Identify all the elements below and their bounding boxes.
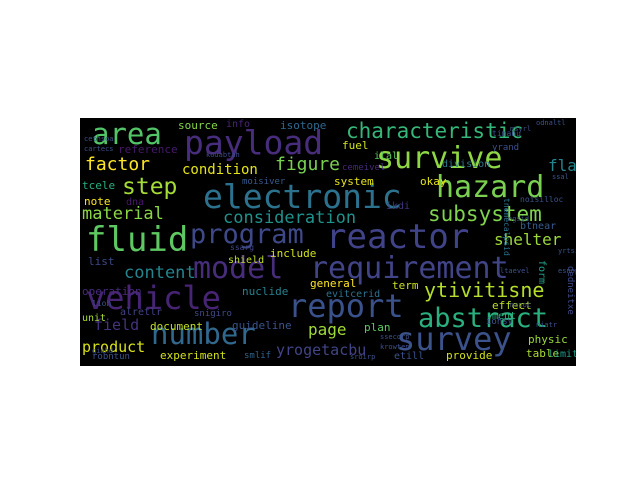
word: sroirp [350,353,376,361]
word: vehicle [86,279,221,317]
word: ngsid [508,215,530,223]
word: ssarg [230,243,255,252]
word: ment [492,311,517,322]
word: document [150,320,203,333]
word: lioh [92,299,112,308]
word: number [151,317,256,351]
word: kodabtah [206,151,240,159]
word: abstract [418,303,549,334]
word: limit [548,349,576,360]
word: model [193,251,284,286]
word: evitcerid [326,289,381,300]
word: page [308,320,347,339]
word: dna [126,197,145,208]
word: ssal [552,173,569,181]
word: physic [528,333,568,346]
word: fluid [86,220,189,260]
word: content [124,263,196,283]
word: hazard [436,170,545,205]
word: esnop [558,267,576,275]
word: moisiver [242,177,286,187]
word: tnemecalpsid [502,198,511,256]
word: factor [85,154,151,175]
word: giahd [92,347,114,355]
word: general [310,277,357,290]
word: program [190,219,304,250]
word: area [92,118,162,151]
word: shelter [494,230,562,249]
word: etill [394,351,425,362]
word: yrtsi [558,247,576,255]
word: info [226,119,251,130]
word: characteristic [346,119,524,143]
word: ssecorp [380,333,410,341]
word: timanu [492,129,521,138]
word: alretlr [120,307,163,318]
word: division [442,159,491,170]
word: payload [184,123,324,162]
word: fuel [342,139,369,152]
word: experiment [160,349,227,362]
word: ytivitisne [424,278,545,302]
word: cethsoa [84,135,114,143]
word-cloud: vehicle survey fluid model requirement e… [80,118,576,366]
word: ikdi [386,201,411,212]
word: operation [82,285,142,298]
word: smlif [244,351,272,361]
word: product [82,338,146,356]
word: okay [420,175,447,188]
word: isotope [280,119,327,132]
word: survive [376,141,503,176]
word: reference [118,143,178,156]
word: consideration [223,208,357,228]
word: ltaevel [500,267,530,275]
word: subsystem [428,202,542,226]
word: unit [82,313,107,324]
word: reactor [326,217,470,257]
word: source [178,119,218,132]
word: list [88,255,115,268]
word: msyrl [510,125,532,133]
word: yrogetacbu [276,341,367,359]
word: shield [228,255,265,266]
word: btnear [520,221,557,232]
word: guideline [232,319,292,332]
word: snigiro [194,309,232,319]
word: provide [446,349,493,362]
word: term [392,279,419,292]
word: table [526,347,560,360]
word: cemeivel [342,163,386,173]
word: effect [492,299,532,312]
word: iohsv [486,317,514,327]
word: condition [182,162,258,178]
word: note [84,195,111,208]
word: nuclide [242,285,289,298]
word: material [82,204,164,224]
word: report [288,287,404,325]
word: survey [396,320,512,358]
word: cartecs [84,145,114,153]
word: field [94,316,140,334]
word: krowten [380,343,410,351]
word: flare [548,156,576,175]
word: system [334,175,374,188]
word: requirement [310,251,509,286]
word: form [536,260,547,285]
word: ilal [374,151,399,162]
word: yrand [492,143,520,153]
word: noisilloc [520,195,564,204]
word: odnaltl [536,119,566,127]
word: include [270,247,317,260]
word: figure [275,154,341,175]
word: plan [364,321,391,334]
word: niatr [536,321,558,329]
word: electronic [203,177,402,216]
word: tcele [82,179,116,192]
word: mapoc [510,301,532,309]
word: dedneitxe [565,266,575,315]
word: robntun [92,352,130,362]
word: step [122,174,178,200]
